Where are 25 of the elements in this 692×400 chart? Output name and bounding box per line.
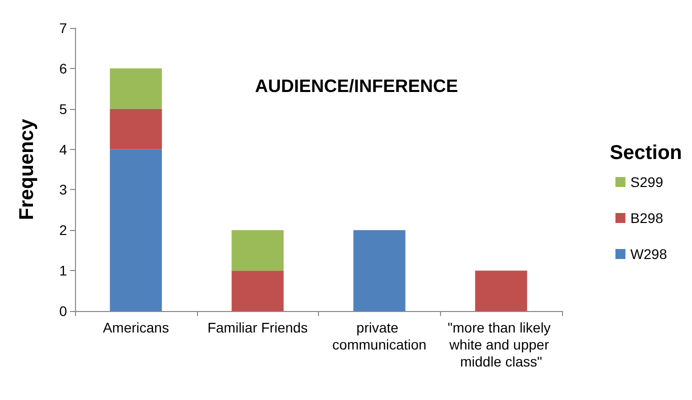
legend-label: W298 bbox=[630, 246, 668, 262]
legend-title: Section bbox=[610, 142, 682, 164]
x-tick-label: "more than likely white and upper middle class" bbox=[448, 320, 555, 370]
y-axis-title: Frequency bbox=[16, 118, 38, 220]
y-tick-label: 3 bbox=[59, 182, 68, 198]
bar bbox=[353, 230, 406, 311]
text: AUDIENCE/INFERENCE bbox=[255, 76, 458, 96]
x-tick-label: private communication bbox=[332, 320, 426, 352]
bar bbox=[110, 149, 162, 311]
legend-label: S299 bbox=[630, 174, 664, 190]
bar bbox=[475, 270, 528, 311]
bar bbox=[110, 108, 162, 150]
y-tick-label: 4 bbox=[59, 141, 68, 158]
x-tick-label: Familiar Friends bbox=[207, 320, 308, 336]
y-tick-label: 5 bbox=[59, 100, 68, 117]
y-tick-label: 7 bbox=[59, 20, 68, 36]
legend-label: B298 bbox=[630, 210, 664, 226]
bar bbox=[110, 68, 162, 109]
bar bbox=[232, 230, 284, 271]
y-tick-label: 1 bbox=[59, 262, 68, 279]
x-tick-label: Americans bbox=[102, 320, 169, 336]
y-tick-label: 6 bbox=[59, 60, 68, 76]
y-tick-label: 2 bbox=[59, 222, 68, 238]
bar bbox=[232, 270, 284, 311]
y-tick-label: 0 bbox=[59, 303, 68, 319]
